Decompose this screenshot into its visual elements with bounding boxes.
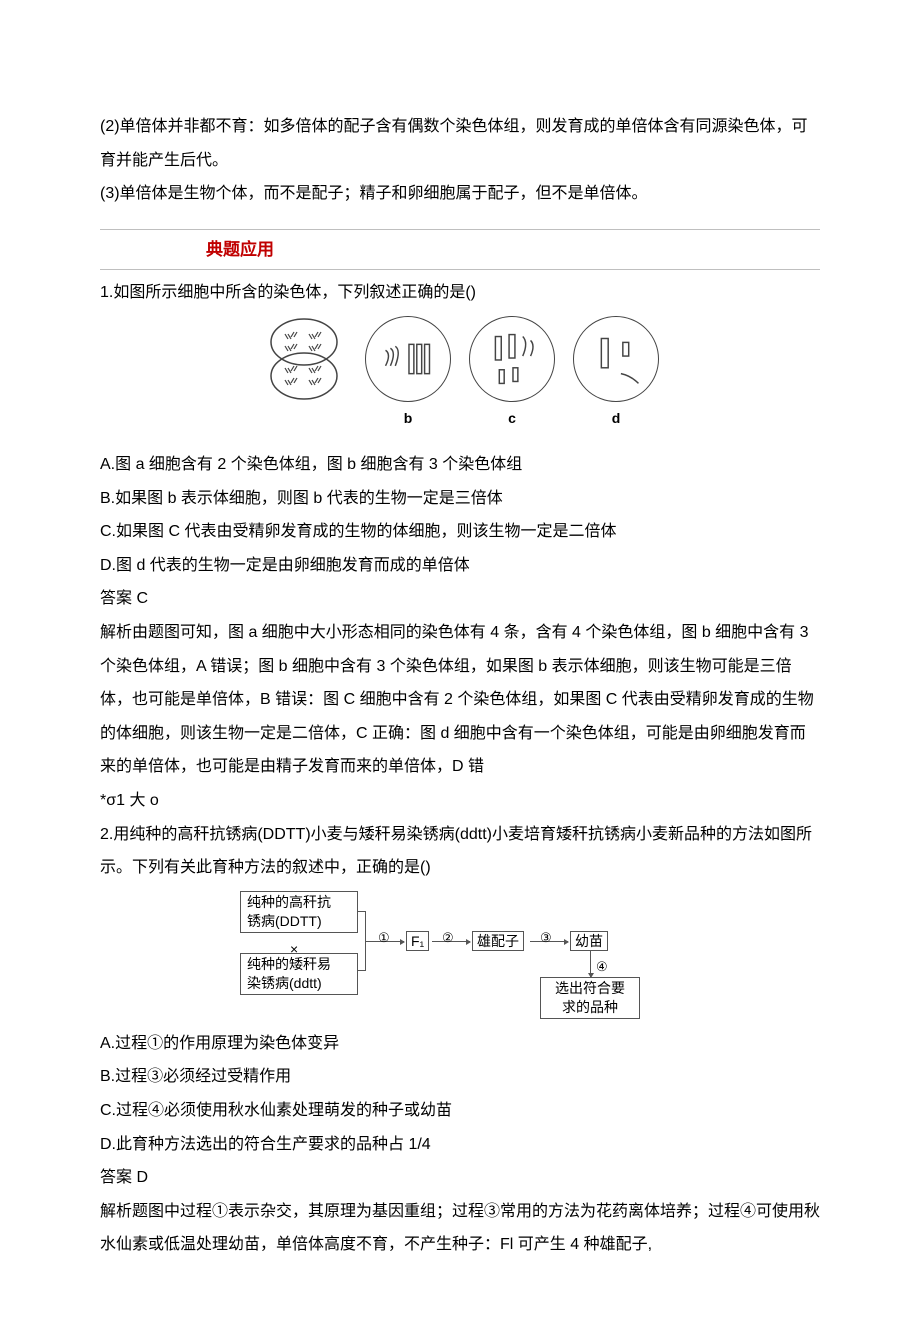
q2-explanation: 解析题图中过程①表示杂交，其原理为基因重组；过程③常用的方法为花药离体培养；过程… bbox=[100, 1195, 820, 1262]
section-divider: 典题应用 bbox=[100, 229, 820, 271]
q1-stem: 1.如图所示细胞中所含的染色体，下列叙述正确的是() bbox=[100, 276, 820, 310]
q1-option-a: A.图 a 细胞含有 2 个染色体组，图 b 细胞含有 3 个染色体组 bbox=[100, 448, 820, 482]
cell-c-icon bbox=[469, 316, 555, 402]
flow-box-seedling: 幼苗 bbox=[570, 931, 608, 951]
q1-explanation: 解析由题图可知，图 a 细胞中大小形态相同的染色体有 4 条，含有 4 个染色体… bbox=[100, 616, 820, 784]
cell-b-icon bbox=[365, 316, 451, 402]
intro-p2: (2)单倍体并非都不育：如多倍体的配子含有偶数个染色体组，则发育成的单倍体含有同… bbox=[100, 110, 820, 177]
flow-box-parent1: 纯种的高秆抗 锈病(DDTT) bbox=[240, 891, 358, 933]
cell-d-wrap: d bbox=[573, 316, 659, 446]
flow-box-result: 选出符合要 求的品种 bbox=[540, 977, 640, 1019]
q2-option-b: B.过程③必须经过受精作用 bbox=[100, 1060, 820, 1094]
cell-c-wrap: c bbox=[469, 316, 555, 446]
flow-box-parent2-l2: 染锈病(ddtt) bbox=[247, 975, 322, 991]
step-3-label: ③ bbox=[540, 924, 552, 951]
flow-box-result-l2: 求的品种 bbox=[562, 999, 618, 1015]
cell-b-wrap: b bbox=[365, 316, 451, 446]
flow-box-parent2: 纯种的矮秆易 染锈病(ddtt) bbox=[240, 953, 358, 995]
flow-box-parent1-l2: 锈病(DDTT) bbox=[247, 913, 322, 929]
q1-answer: 答案 C bbox=[100, 582, 820, 616]
cell-b-label: b bbox=[365, 404, 451, 433]
q2-option-c: C.过程④必须使用秋水仙素处理萌发的种子或幼苗 bbox=[100, 1094, 820, 1128]
arrow-4 bbox=[590, 951, 591, 977]
step-2-label: ② bbox=[442, 924, 454, 951]
flow-box-f1: F₁ bbox=[406, 931, 429, 951]
intro-p3: (3)单倍体是生物个体，而不是配子；精子和卵细胞属于配子，但不是单倍体。 bbox=[100, 177, 820, 211]
cell-a-wrap bbox=[261, 316, 347, 446]
bracket-icon bbox=[358, 911, 366, 971]
cell-c-label: c bbox=[469, 404, 555, 433]
divider-line-bottom bbox=[100, 269, 820, 270]
q1-option-b: B.如果图 b 表示体细胞，则图 b 代表的生物一定是三倍体 bbox=[100, 482, 820, 516]
cell-a-label bbox=[261, 417, 347, 446]
flow-box-gamete: 雄配子 bbox=[472, 931, 524, 951]
flow-box-parent1-l1: 纯种的高秆抗 bbox=[247, 894, 331, 910]
q2-option-a: A.过程①的作用原理为染色体变异 bbox=[100, 1027, 820, 1061]
q2-answer: 答案 D bbox=[100, 1161, 820, 1195]
q1-tail: *σ1 大 o bbox=[100, 784, 820, 818]
q1-option-c: C.如果图 C 代表由受精卵发育成的生物的体细胞，则该生物一定是二倍体 bbox=[100, 515, 820, 549]
q2-flowchart-wrap: 纯种的高秆抗 锈病(DDTT) × 纯种的矮秆易 染锈病(ddtt) ① F₁ … bbox=[100, 891, 820, 1019]
q1-option-d: D.图 d 代表的生物一定是由卵细胞发育而成的单倍体 bbox=[100, 549, 820, 583]
cell-a-icon bbox=[261, 316, 347, 402]
cell-d-icon bbox=[573, 316, 659, 402]
q2-flowchart: 纯种的高秆抗 锈病(DDTT) × 纯种的矮秆易 染锈病(ddtt) ① F₁ … bbox=[240, 891, 680, 1019]
flow-box-parent2-l1: 纯种的矮秆易 bbox=[247, 956, 331, 972]
cell-d-label: d bbox=[573, 404, 659, 433]
q1-figure-row: b c d bbox=[100, 316, 820, 446]
flow-box-result-l1: 选出符合要 bbox=[555, 980, 625, 996]
q2-option-d: D.此育种方法选出的符合生产要求的品种占 1/4 bbox=[100, 1128, 820, 1162]
section-title: 典题应用 bbox=[100, 230, 820, 270]
q2-stem: 2.用纯种的高秆抗锈病(DDTT)小麦与矮秆易染锈病(ddtt)小麦培育矮秆抗锈… bbox=[100, 818, 820, 885]
step-1-label: ① bbox=[378, 924, 390, 951]
